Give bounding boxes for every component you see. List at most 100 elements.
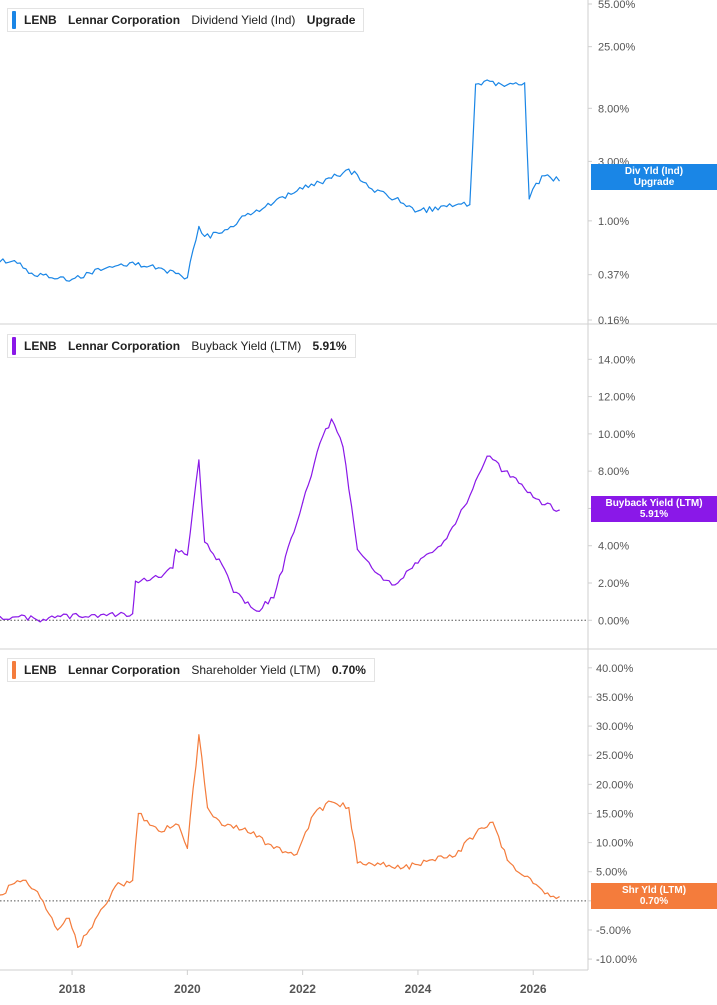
data-point bbox=[356, 862, 358, 864]
legend-buyback-yield[interactable]: LENB Lennar Corporation Buyback Yield (L… bbox=[7, 334, 356, 358]
data-point bbox=[39, 897, 42, 899]
data-point bbox=[330, 801, 333, 803]
data-point bbox=[0, 615, 1, 618]
data-point bbox=[558, 180, 560, 182]
y-tick-label: -10.00% bbox=[596, 954, 637, 966]
data-point bbox=[244, 827, 246, 829]
data-point bbox=[221, 232, 223, 234]
data-point bbox=[463, 506, 465, 508]
data-point bbox=[486, 455, 488, 457]
data-point bbox=[77, 946, 79, 949]
data-point bbox=[59, 615, 62, 618]
metric-value: 0.70% bbox=[331, 663, 366, 677]
company-label: Lennar Corporation bbox=[68, 663, 181, 677]
data-point bbox=[157, 267, 160, 269]
data-point bbox=[290, 537, 292, 539]
y-tick-label: 12.00% bbox=[598, 392, 636, 404]
data-point bbox=[377, 573, 379, 575]
data-point bbox=[172, 567, 174, 569]
tag-line-2: 5.91% bbox=[639, 509, 669, 520]
data-point bbox=[13, 260, 15, 262]
data-point bbox=[13, 882, 15, 885]
x-tick-label: 2024 bbox=[405, 982, 432, 996]
data-point bbox=[330, 177, 333, 179]
data-point bbox=[204, 541, 206, 543]
data-point bbox=[302, 502, 304, 504]
data-point bbox=[100, 269, 102, 271]
data-point bbox=[475, 833, 477, 835]
data-point bbox=[273, 202, 275, 204]
data-point bbox=[558, 896, 560, 898]
data-point bbox=[377, 862, 379, 864]
y-tick-label: 10.00% bbox=[596, 838, 634, 850]
data-point bbox=[319, 442, 321, 444]
data-point bbox=[25, 879, 27, 882]
data-point bbox=[157, 830, 160, 832]
y-tick-label: 25.00% bbox=[596, 750, 634, 762]
y-tick-label: 14.00% bbox=[598, 354, 636, 366]
tag-line-1: Buyback Yield (LTM) bbox=[605, 498, 703, 509]
y-tick-label: 20.00% bbox=[596, 779, 634, 791]
y-tick-label: 40.00% bbox=[596, 663, 634, 675]
y-tick-label: 30.00% bbox=[596, 721, 634, 733]
data-point bbox=[31, 272, 33, 274]
data-point bbox=[296, 853, 298, 855]
metric-label: Shareholder Yield (LTM) bbox=[191, 663, 321, 677]
data-point bbox=[544, 175, 546, 177]
y-tick-label: 2.00% bbox=[598, 578, 629, 590]
data-point bbox=[348, 168, 350, 170]
tag-line-2: 0.70% bbox=[639, 896, 669, 907]
data-point bbox=[532, 882, 534, 885]
data-point bbox=[186, 847, 188, 850]
data-point bbox=[137, 812, 139, 815]
data-point bbox=[330, 418, 333, 420]
data-point bbox=[394, 584, 396, 586]
data-point bbox=[132, 613, 134, 615]
y-tick-label: 0.00% bbox=[598, 615, 629, 627]
legend-shareholder-yield[interactable]: LENB Lennar Corporation Shareholder Yiel… bbox=[7, 658, 375, 682]
series-color-swatch bbox=[12, 11, 16, 29]
data-point bbox=[255, 610, 258, 612]
data-point bbox=[492, 821, 494, 823]
data-point bbox=[469, 204, 471, 206]
data-point bbox=[204, 235, 206, 237]
data-point bbox=[0, 894, 1, 896]
x-tick-label: 2018 bbox=[59, 982, 86, 996]
y-tick-label: 8.00% bbox=[598, 466, 629, 478]
data-point bbox=[244, 215, 246, 217]
data-point bbox=[198, 734, 200, 736]
data-point bbox=[440, 545, 442, 547]
data-point bbox=[503, 470, 505, 472]
y-tick-label: 4.00% bbox=[598, 541, 629, 553]
metric-value[interactable]: Upgrade bbox=[306, 13, 356, 27]
data-point bbox=[273, 597, 275, 599]
data-point bbox=[175, 548, 177, 551]
ticker-label: LENB bbox=[24, 663, 57, 677]
data-point bbox=[446, 206, 448, 208]
ticker-label: LENB bbox=[24, 13, 57, 27]
data-point bbox=[100, 614, 102, 616]
y-tick-label: 0.37% bbox=[598, 270, 629, 282]
data-point bbox=[178, 824, 180, 826]
data-point bbox=[198, 225, 200, 228]
y-tick-label: 15.00% bbox=[596, 808, 634, 820]
data-point bbox=[302, 188, 304, 190]
x-tick-label: 2026 bbox=[520, 982, 547, 996]
data-point bbox=[273, 847, 275, 850]
metric-label: Dividend Yield (Ind) bbox=[191, 13, 296, 27]
data-point bbox=[528, 198, 530, 200]
data-point bbox=[503, 85, 505, 87]
data-point bbox=[544, 893, 546, 895]
data-point bbox=[71, 278, 73, 280]
data-point bbox=[114, 885, 116, 887]
legend-dividend-yield[interactable]: LENB Lennar Corporation Dividend Yield (… bbox=[7, 8, 365, 32]
x-tick-label: 2022 bbox=[289, 982, 316, 996]
data-point bbox=[132, 879, 134, 882]
company-label: Lennar Corporation bbox=[68, 13, 181, 27]
dividend-value-tag[interactable]: Div Yld (Ind) Upgrade bbox=[591, 164, 717, 190]
data-point bbox=[42, 618, 44, 620]
data-point bbox=[221, 824, 223, 826]
metric-value: 5.91% bbox=[312, 339, 347, 353]
data-point bbox=[428, 859, 431, 861]
data-point bbox=[475, 83, 477, 85]
